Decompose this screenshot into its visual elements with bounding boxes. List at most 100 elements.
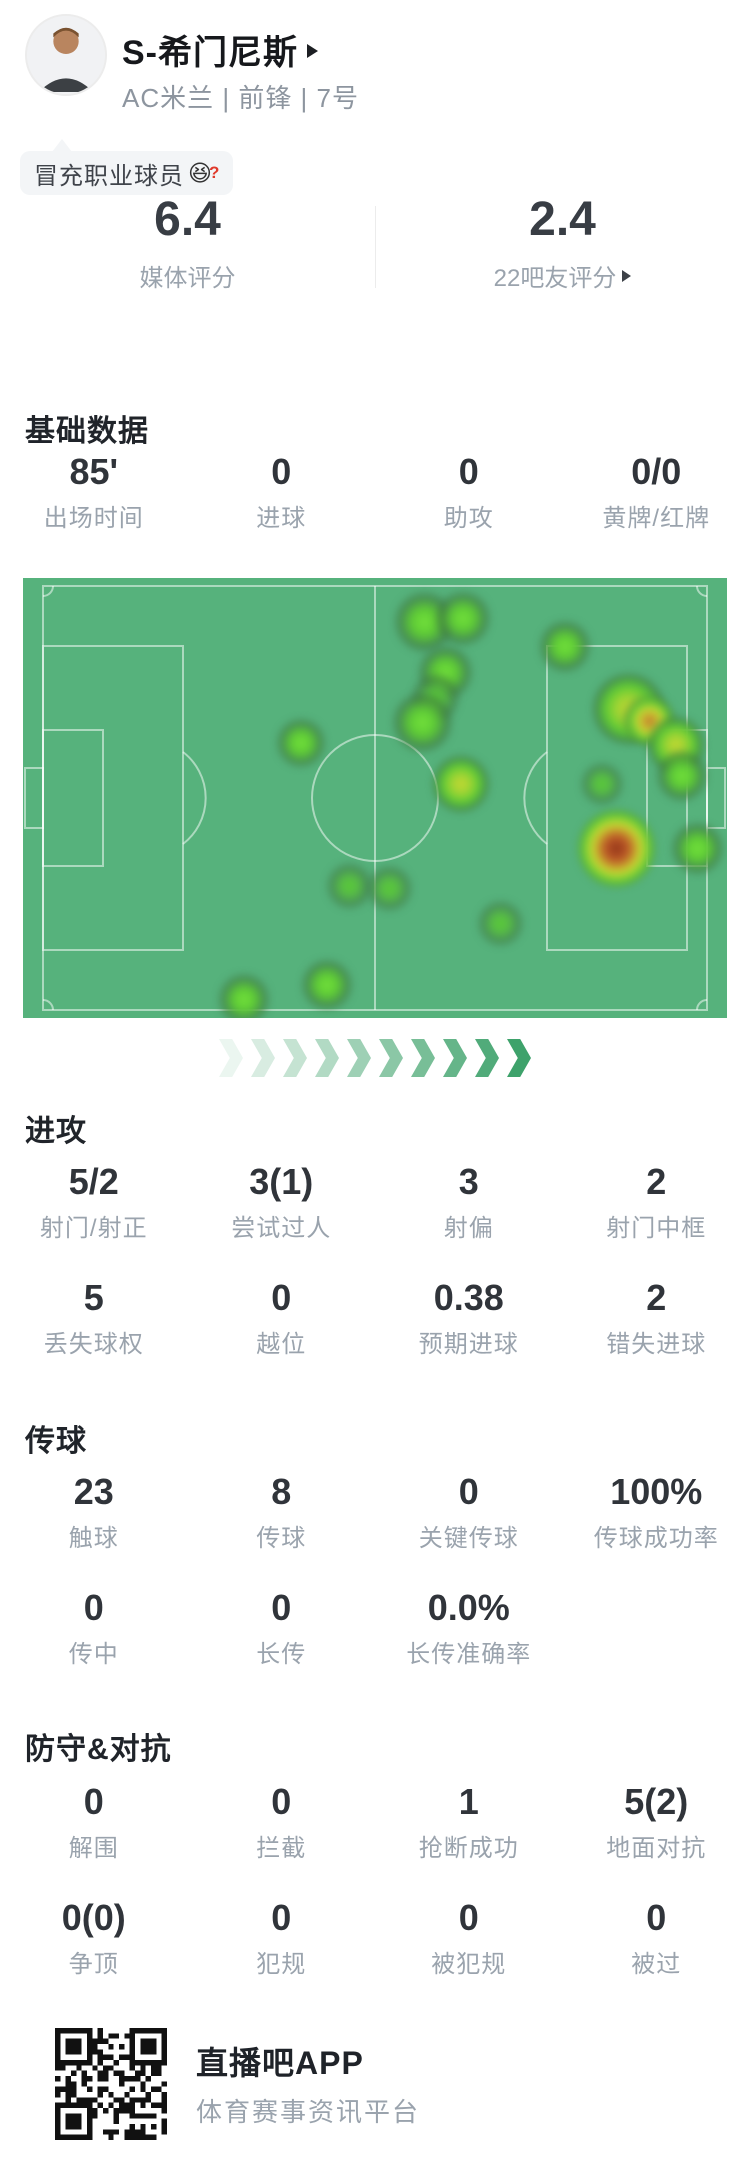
stat-label: 射门中框 bbox=[606, 1215, 707, 1242]
stat-value: 0.0% bbox=[427, 1587, 510, 1628]
chevron-icon bbox=[507, 1039, 531, 1077]
stat-label: 助攻 bbox=[443, 505, 494, 532]
stat-value: 23 bbox=[73, 1471, 114, 1512]
stat-label: 长传 bbox=[256, 1641, 307, 1668]
stat-cell: 0 助攻 bbox=[375, 450, 563, 533]
stat-label: 争顶 bbox=[68, 1951, 119, 1978]
stat-row: 5/2 射门/射正 3(1) 尝试过人 3 射偏 2 射门中框 bbox=[0, 1160, 750, 1243]
chevron-icon bbox=[251, 1039, 275, 1077]
stat-cell: 0/0 黄牌/红牌 bbox=[563, 450, 750, 533]
player-name: S-希门尼斯 bbox=[122, 33, 298, 72]
stat-label: 出场时间 bbox=[43, 505, 144, 532]
stat-cell bbox=[563, 1586, 750, 1669]
heat-spot bbox=[277, 719, 325, 767]
stat-value: 2 bbox=[646, 1277, 667, 1318]
direction-chevrons bbox=[0, 1038, 750, 1078]
ratings-divider bbox=[375, 206, 376, 288]
heat-spot bbox=[327, 863, 373, 909]
heat-spot bbox=[436, 591, 490, 646]
stat-value: 3(1) bbox=[249, 1161, 314, 1202]
stat-label: 犯规 bbox=[256, 1951, 307, 1978]
stat-cell: 0 犯规 bbox=[188, 1896, 376, 1979]
media-rating-label-text: 媒体评分 bbox=[139, 265, 236, 292]
ratings-row: 6.4 媒体评分 2.4 22吧友评分 bbox=[0, 192, 750, 312]
heat-spot bbox=[539, 620, 591, 672]
player-heatmap bbox=[23, 578, 727, 1018]
heat-spot bbox=[577, 809, 656, 888]
heat-spot bbox=[672, 823, 723, 874]
stat-value: 85' bbox=[69, 451, 119, 492]
chevron-icon bbox=[475, 1039, 499, 1077]
heat-spot bbox=[218, 974, 270, 1018]
section-defense-duels: 防守&对抗 0 解围 0 拦截 1 抢断成功 5(2) 地面对抗 0(0) 争顶 0 犯规 0 被犯规 0 被过 bbox=[0, 1724, 750, 2024]
player-name-row[interactable]: S-希门尼斯 bbox=[122, 26, 318, 72]
stat-cell: 1 抢断成功 bbox=[375, 1780, 563, 1863]
stat-value: 5(2) bbox=[624, 1781, 689, 1822]
question-mark: ? bbox=[208, 163, 220, 182]
chevron-icon bbox=[411, 1039, 435, 1077]
section-passing: 传球 23 触球 8 传球 0 关键传球 100% 传球成功率 0 传中 0 长传 0.0% 长传准确率 bbox=[0, 1416, 750, 1716]
chevron-icon bbox=[315, 1039, 339, 1077]
heat-spot bbox=[366, 865, 412, 911]
stat-value: 0.38 bbox=[433, 1277, 504, 1318]
section-title: 防守&对抗 bbox=[25, 1733, 172, 1766]
name-arrow-icon bbox=[307, 43, 318, 58]
stat-label: 被过 bbox=[631, 1951, 682, 1978]
stat-cell: 8 传球 bbox=[188, 1470, 376, 1553]
chevron-icon bbox=[379, 1039, 403, 1077]
fan-rating-label-text: 22吧友评分 bbox=[493, 265, 617, 292]
media-rating-label: 媒体评分 bbox=[0, 258, 375, 293]
stat-row: 0(0) 争顶 0 犯规 0 被犯规 0 被过 bbox=[0, 1896, 750, 1979]
stat-label: 传中 bbox=[68, 1641, 119, 1668]
stat-value: 0 bbox=[271, 1781, 292, 1822]
section-title: 基础数据 bbox=[25, 415, 149, 448]
stat-value: 100% bbox=[610, 1471, 703, 1512]
stat-value: 5/2 bbox=[68, 1161, 119, 1202]
fan-rating[interactable]: 2.4 22吧友评分 bbox=[375, 192, 750, 293]
avatar[interactable] bbox=[25, 14, 107, 96]
section-attack: 进攻 5/2 射门/射正 3(1) 尝试过人 3 射偏 2 射门中框 5 丢失球权 0 越位 0.38 预期… bbox=[0, 1106, 750, 1406]
section-title: 传球 bbox=[25, 1425, 87, 1458]
stat-label: 射门/射正 bbox=[39, 1215, 148, 1242]
stat-label: 预期进球 bbox=[418, 1331, 519, 1358]
stat-label: 丢失球权 bbox=[43, 1331, 144, 1358]
laughing-emoji-icon: 😆 bbox=[188, 159, 212, 186]
heat-spot bbox=[393, 692, 453, 752]
stat-label: 关键传球 bbox=[418, 1525, 519, 1552]
heat-spot bbox=[580, 762, 623, 806]
heat-spot bbox=[432, 755, 490, 813]
player-photo-placeholder bbox=[27, 16, 105, 94]
qr-code bbox=[55, 2028, 167, 2140]
stat-value: 0 bbox=[83, 1781, 104, 1822]
stat-value: 0 bbox=[458, 451, 479, 492]
stat-row: 23 触球 8 传球 0 关键传球 100% 传球成功率 bbox=[0, 1470, 750, 1553]
stat-value: 0 bbox=[271, 1587, 292, 1628]
chevron-icon bbox=[443, 1039, 467, 1077]
stat-cell: 3(1) 尝试过人 bbox=[188, 1160, 376, 1243]
stat-label: 长传准确率 bbox=[406, 1641, 532, 1668]
stat-label: 进球 bbox=[256, 505, 307, 532]
stat-row: 0 传中 0 长传 0.0% 长传准确率 bbox=[0, 1586, 750, 1669]
heat-spot bbox=[301, 959, 353, 1011]
stat-label: 触球 bbox=[68, 1525, 119, 1552]
stat-value: 1 bbox=[458, 1781, 479, 1822]
stat-label: 拦截 bbox=[256, 1835, 307, 1862]
stat-cell: 5 丢失球权 bbox=[0, 1276, 188, 1359]
player-meta: AC米兰 | 前锋 | 7号 bbox=[122, 83, 359, 113]
section-basic-stats: 基础数据 85' 出场时间 0 进球 0 助攻 0/0 黄牌/红牌 bbox=[0, 406, 750, 566]
chevron-icon bbox=[219, 1039, 243, 1077]
heat-spot bbox=[477, 900, 523, 946]
stat-cell: 0 解围 bbox=[0, 1780, 188, 1863]
stat-cell: 0 越位 bbox=[188, 1276, 376, 1359]
stat-value: 0 bbox=[271, 1277, 292, 1318]
stat-cell: 85' 出场时间 bbox=[0, 450, 188, 533]
stat-label: 传球成功率 bbox=[593, 1525, 719, 1552]
stat-value: 2 bbox=[646, 1161, 667, 1202]
chevron-icon bbox=[283, 1039, 307, 1077]
badge-pointer bbox=[52, 139, 72, 152]
chevron-icon bbox=[347, 1039, 371, 1077]
stat-value: 0/0 bbox=[631, 451, 682, 492]
stat-cell: 0.0% 长传准确率 bbox=[375, 1586, 563, 1669]
stat-value: 0 bbox=[83, 1587, 104, 1628]
